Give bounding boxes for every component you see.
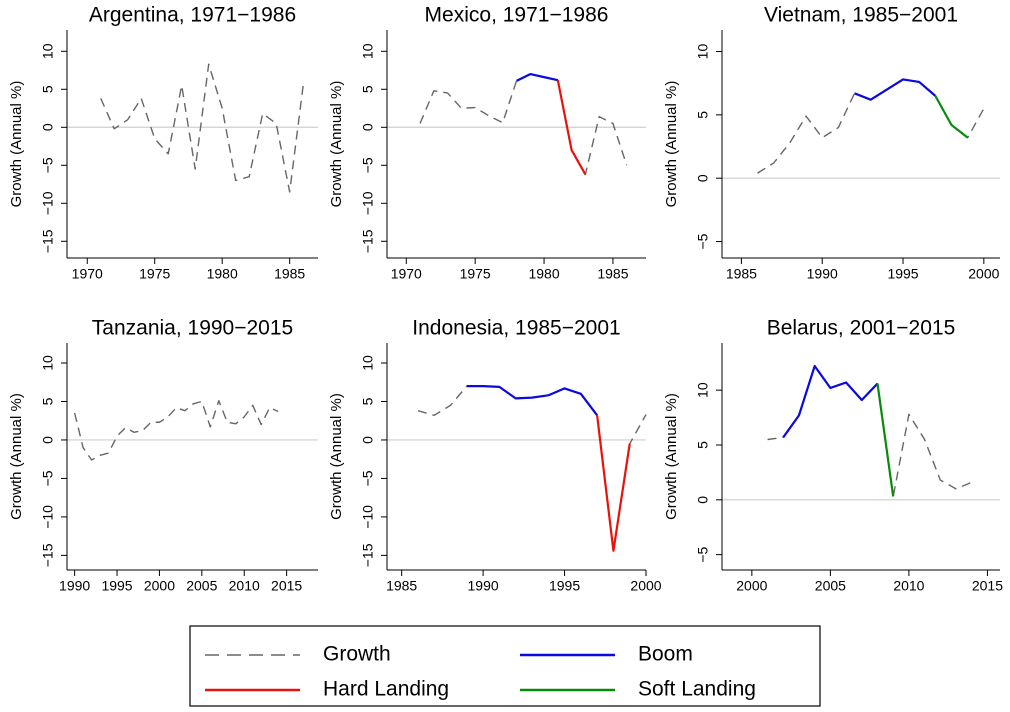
y-tick-label: −15 bbox=[360, 543, 376, 567]
x-tick-label: 1985 bbox=[726, 266, 757, 282]
y-tick-label: −5 bbox=[695, 233, 711, 249]
x-tick-label: 1995 bbox=[549, 578, 580, 594]
y-tick-label: 0 bbox=[40, 436, 56, 444]
y-tick-label: −5 bbox=[40, 470, 56, 486]
y-tick-label: 10 bbox=[40, 355, 56, 371]
x-tick-label: 2000 bbox=[144, 578, 175, 594]
y-tick-label: −15 bbox=[40, 543, 56, 567]
y-tick-label: −5 bbox=[695, 546, 711, 562]
series-line bbox=[100, 63, 304, 193]
series-line bbox=[419, 73, 628, 176]
x-tick-label: 1985 bbox=[386, 578, 417, 594]
x-tick-label: 1970 bbox=[72, 266, 103, 282]
x-tick-label: 1990 bbox=[468, 578, 499, 594]
y-tick-label: 5 bbox=[40, 85, 56, 93]
x-tick-label: 1995 bbox=[887, 266, 918, 282]
y-tick-label: 10 bbox=[40, 43, 56, 59]
legend-label: Growth bbox=[323, 643, 391, 666]
y-tick-label: −15 bbox=[40, 229, 56, 253]
legend-label: Hard Landing bbox=[323, 678, 449, 701]
legend-label: Boom bbox=[638, 643, 693, 666]
y-axis-label: Growth (Annual %) bbox=[8, 393, 25, 520]
series-line bbox=[596, 415, 631, 552]
y-tick-label: 5 bbox=[40, 397, 56, 405]
series-line bbox=[417, 385, 647, 552]
y-tick-label: 5 bbox=[695, 111, 711, 119]
x-tick-label: 2005 bbox=[186, 578, 217, 594]
y-tick-label: 5 bbox=[360, 85, 376, 93]
y-tick-label: 5 bbox=[695, 441, 711, 449]
y-tick-label: −5 bbox=[360, 157, 376, 173]
x-tick-label: 1985 bbox=[274, 266, 305, 282]
x-tick-label: 2015 bbox=[271, 578, 302, 594]
y-axis-label: Growth (Annual %) bbox=[328, 81, 345, 208]
x-tick-label: 1980 bbox=[528, 266, 559, 282]
y-tick-label: 5 bbox=[360, 397, 376, 405]
x-tick-label: 1975 bbox=[460, 266, 491, 282]
y-tick-label: 0 bbox=[40, 123, 56, 131]
chart-title: Indonesia, 1985−2001 bbox=[412, 317, 620, 340]
x-tick-label: 1985 bbox=[597, 266, 628, 282]
series-line bbox=[556, 79, 587, 175]
y-tick-label: 10 bbox=[360, 355, 376, 371]
x-tick-label: 1970 bbox=[391, 266, 422, 282]
series-line bbox=[466, 384, 599, 416]
legend-label: Soft Landing bbox=[638, 678, 756, 701]
y-tick-label: 0 bbox=[695, 174, 711, 182]
x-tick-label: 2010 bbox=[229, 578, 260, 594]
y-tick-label: 0 bbox=[695, 496, 711, 504]
chart-title: Tanzania, 1990−2015 bbox=[92, 317, 293, 340]
y-tick-label: −5 bbox=[40, 157, 56, 173]
series-line bbox=[757, 78, 985, 174]
y-tick-label: −15 bbox=[360, 229, 376, 253]
y-axis-label: Growth (Annual %) bbox=[663, 393, 680, 520]
y-axis-label: Growth (Annual %) bbox=[663, 81, 680, 208]
x-tick-label: 1975 bbox=[139, 266, 170, 282]
x-tick-label: 2005 bbox=[815, 578, 846, 594]
chart-title: Belarus, 2001−2015 bbox=[767, 317, 956, 340]
chart-title: Argentina, 1971−1986 bbox=[89, 4, 296, 27]
y-tick-label: 10 bbox=[695, 44, 711, 60]
x-tick-label: 2000 bbox=[630, 578, 661, 594]
series-line bbox=[854, 78, 937, 101]
y-tick-label: 10 bbox=[695, 382, 711, 398]
legend-box bbox=[189, 625, 821, 707]
y-tick-label: −10 bbox=[360, 191, 376, 215]
x-tick-label: 2000 bbox=[968, 266, 999, 282]
series-line bbox=[767, 365, 973, 498]
series-line bbox=[73, 400, 279, 461]
x-tick-label: 1990 bbox=[807, 266, 838, 282]
series-line bbox=[934, 95, 969, 139]
x-tick-label: 1980 bbox=[207, 266, 238, 282]
chart-title: Mexico, 1971−1986 bbox=[425, 4, 609, 27]
y-tick-label: −5 bbox=[360, 470, 376, 486]
y-tick-label: −10 bbox=[360, 505, 376, 529]
y-axis-label: Growth (Annual %) bbox=[328, 393, 345, 520]
y-tick-label: −10 bbox=[40, 505, 56, 529]
y-tick-label: 0 bbox=[360, 436, 376, 444]
x-tick-label: 1990 bbox=[59, 578, 90, 594]
x-tick-label: 2000 bbox=[736, 578, 767, 594]
x-tick-label: 1995 bbox=[101, 578, 132, 594]
y-tick-label: −10 bbox=[40, 191, 56, 215]
series-line bbox=[516, 72, 559, 82]
y-axis-label: Growth (Annual %) bbox=[8, 81, 25, 208]
y-tick-label: 0 bbox=[360, 123, 376, 131]
y-tick-label: 10 bbox=[360, 43, 376, 59]
series-line bbox=[876, 383, 895, 497]
chart-title: Vietnam, 1985−2001 bbox=[764, 4, 958, 27]
x-tick-label: 2015 bbox=[972, 578, 1003, 594]
x-tick-label: 2010 bbox=[893, 578, 924, 594]
series-line bbox=[782, 364, 879, 438]
